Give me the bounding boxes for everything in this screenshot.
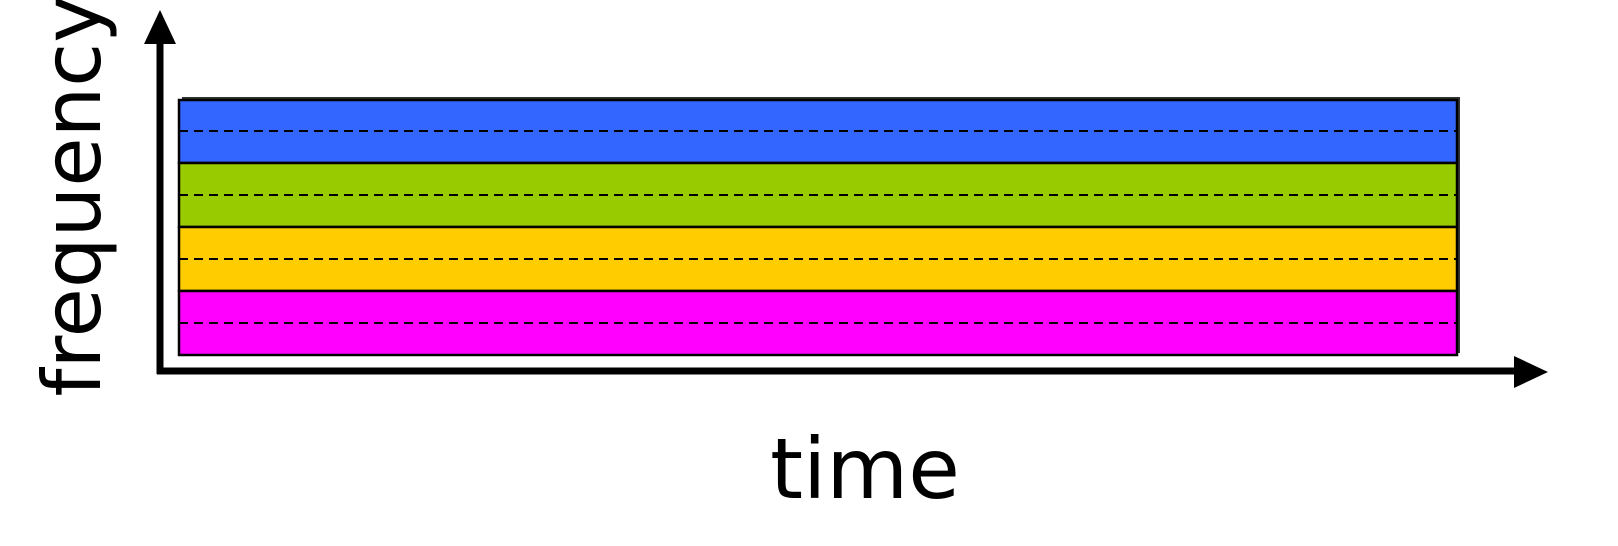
y-axis-label: frequency (26, 0, 119, 397)
band-group (177, 98, 1459, 357)
band-center-lines (179, 130, 1457, 324)
x-axis-arrowhead (1514, 356, 1548, 388)
y-axis-arrowhead (144, 10, 176, 44)
x-axis-label: time (770, 420, 960, 518)
